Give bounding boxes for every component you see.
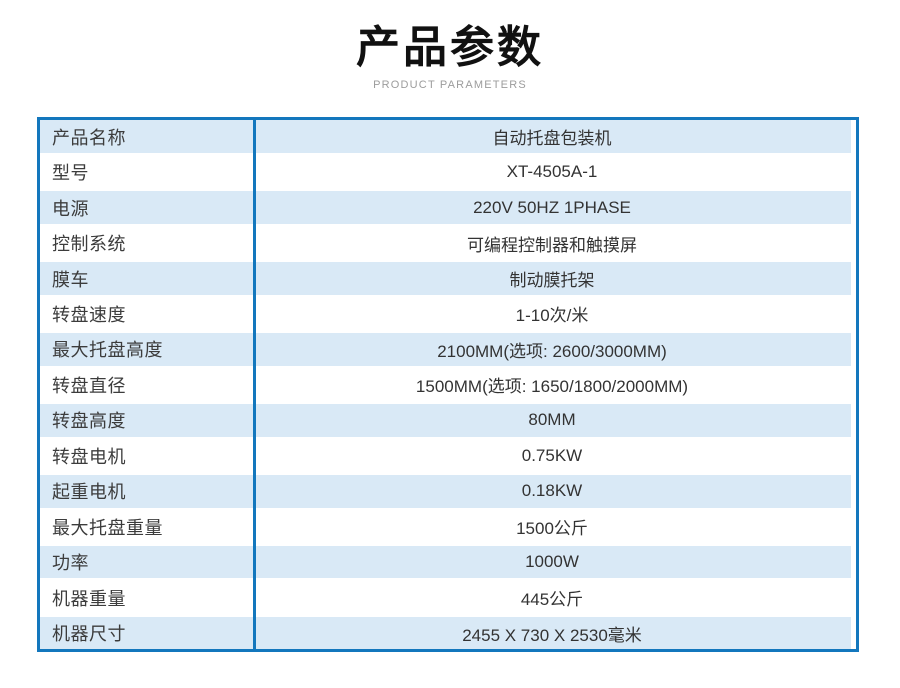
param-value: 1000W xyxy=(525,552,579,572)
param-label: 产品名称 xyxy=(52,127,126,148)
table-row: 膜车 制动膜托架 xyxy=(40,262,851,298)
page-subtitle: PRODUCT PARAMETERS xyxy=(373,79,527,92)
param-label: 转盘速度 xyxy=(52,304,126,325)
param-value: 1500公斤 xyxy=(516,519,588,539)
table-row: 控制系统 可编程控制器和触摸屏 xyxy=(40,226,851,263)
param-label: 机器重量 xyxy=(52,588,126,609)
param-value: 80MM xyxy=(528,410,576,430)
param-label: 转盘电机 xyxy=(52,446,126,467)
table-row: 产品名称 自动托盘包装机 xyxy=(40,120,851,156)
page-title: 产品参数 xyxy=(356,23,544,72)
table-row: 机器尺寸 2455 X 730 X 2530毫米 xyxy=(40,616,851,650)
param-label: 最大托盘重量 xyxy=(52,517,163,538)
param-value: XT-4505A-1 xyxy=(506,162,598,182)
page-header: 产品参数 PRODUCT PARAMETERS xyxy=(0,0,900,91)
param-value: 2455 X 730 X 2530毫米 xyxy=(462,625,642,645)
param-value: 2100MM(选项: 2600/3000MM) xyxy=(437,341,667,361)
param-label: 电源 xyxy=(52,198,89,219)
param-label: 型号 xyxy=(52,163,89,184)
param-label: 转盘直径 xyxy=(52,375,126,396)
param-value: 1500MM(选项: 1650/1800/2000MM) xyxy=(415,377,689,397)
param-label: 膜车 xyxy=(52,269,89,290)
table-row: 电源 220V 50HZ 1PHASE xyxy=(40,191,851,227)
table-row: 转盘电机 0.75KW xyxy=(40,439,851,476)
table-row: 型号 XT-4505A-1 xyxy=(40,155,851,192)
param-label: 控制系统 xyxy=(52,234,126,255)
product-parameters-table: 产品名称 自动托盘包装机 型号 XT-4505A-1 电源 220V 50HZ … xyxy=(37,117,859,653)
param-value: 自动托盘包装机 xyxy=(492,129,612,149)
table-row: 转盘高度 80MM xyxy=(40,404,851,440)
param-value: 445公斤 xyxy=(520,590,584,610)
table-row: 转盘直径 1500MM(选项: 1650/1800/2000MM) xyxy=(40,368,851,405)
param-value: 1-10次/米 xyxy=(515,306,589,326)
param-label: 起重电机 xyxy=(52,482,126,503)
param-label: 最大托盘高度 xyxy=(52,340,163,361)
param-label: 功率 xyxy=(52,553,89,574)
param-value: 制动膜托架 xyxy=(509,271,595,290)
param-value: 220V 50HZ 1PHASE xyxy=(473,197,631,217)
table-row: 转盘速度 1-10次/米 xyxy=(40,297,851,334)
param-label: 转盘高度 xyxy=(52,411,126,432)
param-label: 机器尺寸 xyxy=(52,624,126,645)
param-value: 0.75KW xyxy=(521,445,583,465)
param-value: 可编程控制器和触摸屏 xyxy=(467,235,637,255)
table-row: 功率 1000W xyxy=(40,546,851,582)
param-value: 0.18KW xyxy=(521,481,583,501)
column-divider xyxy=(253,120,256,650)
table-row: 起重电机 0.18KW xyxy=(40,475,851,511)
table-row: 机器重量 445公斤 xyxy=(40,581,851,617)
table-row: 最大托盘重量 1500公斤 xyxy=(40,510,851,547)
table-row: 最大托盘高度 2100MM(选项: 2600/3000MM) xyxy=(40,333,851,369)
